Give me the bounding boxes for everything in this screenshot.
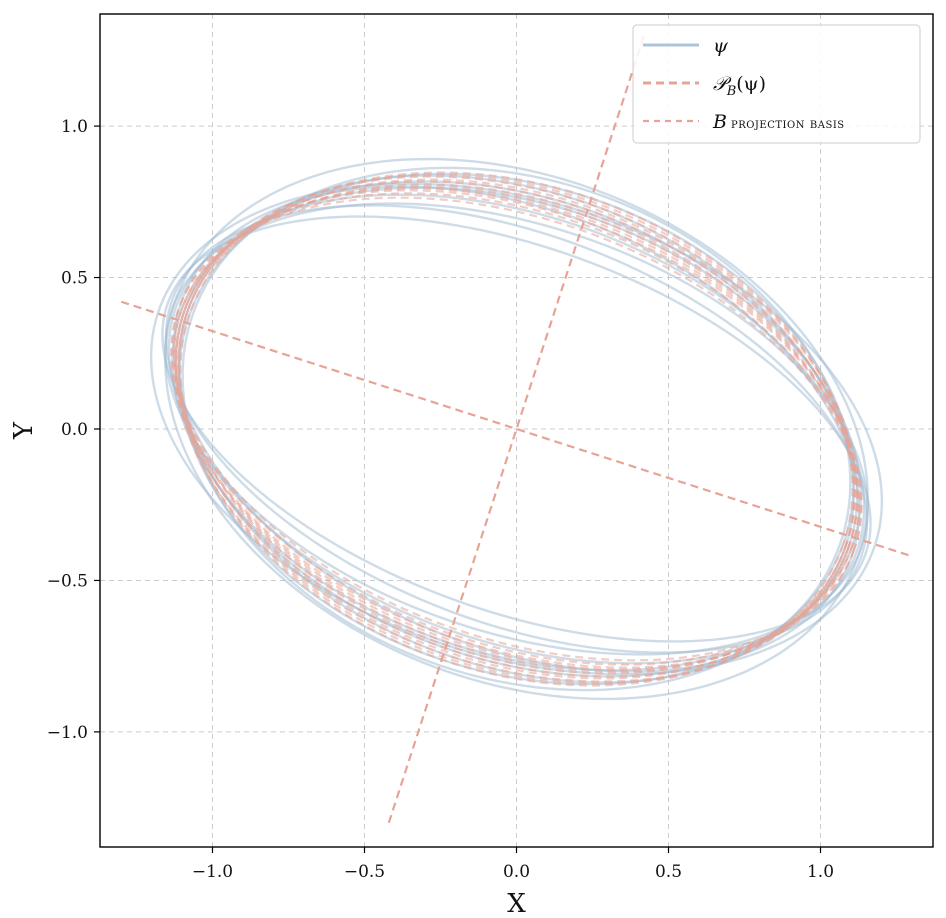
y-tick-label: −1.0 xyxy=(47,723,88,743)
projection-curve xyxy=(177,183,856,675)
x-tick-label: 1.0 xyxy=(807,862,834,882)
y-axis-label: Y xyxy=(9,421,39,440)
projection-curve xyxy=(172,187,861,671)
x-tick-label: 0.5 xyxy=(655,862,682,882)
projection-curve xyxy=(174,180,859,678)
projection-curve xyxy=(176,173,857,685)
legend: ψ𝒫B(ψ)B projection basis xyxy=(632,24,921,144)
x-tick-label: −0.5 xyxy=(344,862,385,882)
x-tick-label: 0.0 xyxy=(503,862,530,882)
basis-line xyxy=(120,300,913,558)
y-tick-label: 0.0 xyxy=(61,420,88,440)
basis-lines xyxy=(120,34,913,824)
psi-curve xyxy=(149,182,884,676)
ticks: −1.0 −0.5 0.0 0.5 1.0 −1.0 −0.5 0.0 0.5 1.0 xyxy=(47,117,834,882)
y-tick-label: −0.5 xyxy=(47,571,88,591)
psi-curve xyxy=(161,215,872,643)
legend-label-psi: ψ xyxy=(713,35,729,57)
curves xyxy=(149,157,884,701)
psi-curve xyxy=(164,157,869,701)
psi-curve xyxy=(181,166,852,692)
x-axis-label: X xyxy=(507,889,526,918)
projection-curve xyxy=(174,175,859,683)
y-tick-label: 0.5 xyxy=(61,269,88,289)
legend-box xyxy=(632,24,921,144)
x-tick-label: −1.0 xyxy=(192,862,233,882)
basis-line xyxy=(387,34,646,824)
psi-curve xyxy=(164,204,869,654)
projection-curve xyxy=(173,192,860,666)
y-tick-label: 1.0 xyxy=(61,117,88,137)
projection-curve xyxy=(170,189,863,669)
projection-curve xyxy=(179,171,854,687)
